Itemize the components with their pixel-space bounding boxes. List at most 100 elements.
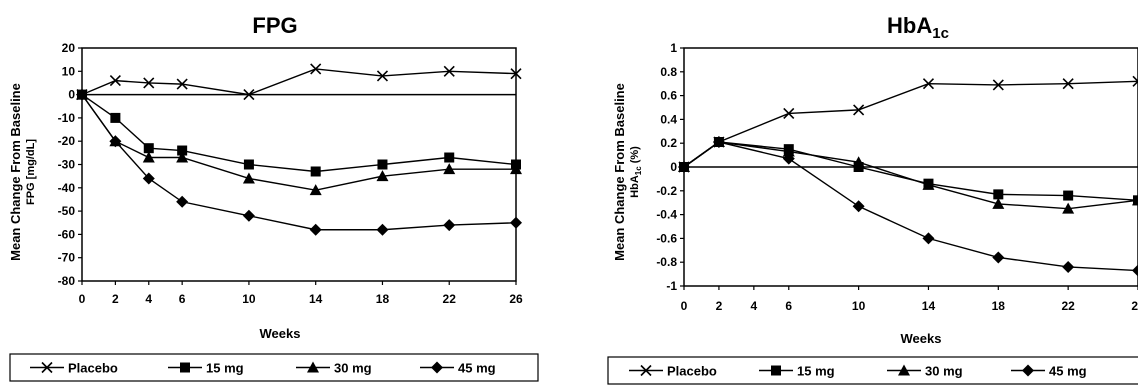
data-point (176, 78, 188, 90)
data-point (143, 143, 154, 154)
y-tick-label: -50 (58, 204, 76, 218)
data-point (510, 68, 522, 80)
data-point (922, 78, 935, 90)
y-tick-label: 1 (670, 41, 677, 55)
legend-marker (640, 364, 652, 377)
y-tick-label: -1 (666, 279, 677, 293)
y-tick-label: -0.8 (656, 255, 677, 269)
y-tick-label: 0 (670, 160, 677, 174)
x-tick-label: 22 (443, 292, 457, 306)
legend-marker (898, 364, 910, 376)
y-tick-label: -0.4 (656, 208, 677, 222)
data-point (678, 161, 690, 173)
data-point (1062, 202, 1075, 214)
legend-label: Placebo (667, 364, 717, 379)
data-point (1062, 260, 1075, 273)
series-15-mg (679, 137, 1138, 206)
legend-label: 30 mg (925, 364, 963, 379)
data-point (443, 65, 455, 77)
legend: Placebo 15 mg 30 mg 45 mg (9, 353, 539, 382)
data-point (783, 107, 795, 120)
data-point (243, 159, 254, 170)
hba1c-chart: HbA1c Weeks Mean Change From Baseline Hb… (607, 13, 1138, 385)
x-tick-label: 26 (1131, 299, 1138, 313)
y-tick-label: -10 (58, 111, 76, 125)
data-point (242, 209, 255, 222)
series-placebo (678, 75, 1138, 173)
y-tick-label: -60 (58, 227, 76, 241)
y-axis-label: Mean Change From Baseline (8, 83, 23, 261)
data-point (1063, 190, 1074, 201)
data-point (443, 219, 456, 232)
x-tick-label: 14 (922, 299, 936, 313)
data-point (109, 135, 122, 148)
data-point (110, 112, 121, 123)
data-point (922, 178, 935, 190)
series-line (683, 141, 1138, 272)
y-tick-label: -30 (58, 158, 76, 172)
data-point (510, 163, 522, 175)
legend-marker (41, 361, 53, 374)
data-point (376, 170, 389, 182)
legend-label: 30 mg (334, 361, 372, 376)
series-30-mg (76, 88, 522, 196)
legend-label: Placebo (68, 361, 118, 376)
x-tick-label: 4 (145, 292, 152, 306)
data-point (444, 152, 455, 163)
y-tick-label: 10 (62, 64, 76, 78)
y-tick-label: -70 (58, 251, 76, 265)
fpg-chart: FPG Weeks Mean Change From Baseline FPG … (8, 13, 539, 382)
data-point (76, 88, 88, 101)
ylabel-subscript: 1c (634, 166, 643, 175)
data-point (1132, 194, 1138, 206)
y-axis-sublabel: HbA1c (%) (629, 146, 643, 198)
y-tick-label: 0 (68, 88, 75, 102)
data-point (1062, 78, 1074, 90)
x-tick-label: 26 (509, 292, 523, 306)
data-point (922, 232, 935, 245)
x-tick-label: 18 (992, 299, 1006, 313)
data-point (176, 151, 189, 163)
data-point (443, 163, 456, 175)
x-tick-label: 14 (309, 292, 323, 306)
title-main: HbA (887, 13, 932, 38)
series-45-mg (678, 136, 1138, 277)
data-point (852, 156, 865, 168)
data-point (143, 77, 155, 89)
y-tick-label: 0.4 (660, 112, 677, 126)
title-subscript: 1c (932, 25, 949, 42)
x-tick-label: 22 (1061, 299, 1075, 313)
data-point (992, 197, 1005, 209)
legend-marker (1022, 364, 1034, 377)
x-tick-label: 10 (242, 292, 256, 306)
legend-label: 15 mg (206, 361, 244, 376)
ylabel-main: HbA (629, 175, 641, 198)
y-tick-label: 0.6 (660, 89, 677, 103)
y-axis-sublabel: FPG [mg/dL] (25, 139, 37, 205)
legend-label: 45 mg (458, 361, 496, 376)
x-tick-label: 6 (785, 299, 792, 313)
x-tick-label: 18 (376, 292, 390, 306)
data-point (782, 145, 795, 157)
y-tick-label: 0.8 (660, 65, 677, 79)
data-point (242, 172, 255, 184)
legend-label: 45 mg (1049, 364, 1087, 379)
data-point (1132, 264, 1138, 277)
series-30-mg (678, 136, 1138, 214)
data-point (243, 89, 255, 101)
y-axis-label: Mean Change From Baseline (612, 83, 627, 261)
legend-label: 15 mg (797, 364, 835, 379)
data-point (992, 251, 1005, 264)
series-line (683, 141, 1138, 210)
data-point (309, 184, 322, 196)
chart-title: HbA1c (887, 13, 949, 42)
data-point (1132, 75, 1138, 87)
y-tick-label: -0.2 (656, 184, 677, 198)
data-point (310, 166, 321, 177)
x-axis-label: Weeks (901, 331, 942, 346)
y-tick-label: 0.2 (660, 136, 677, 150)
x-tick-label: 6 (179, 292, 186, 306)
legend: Placebo 15 mg 30 mg 45 mg (607, 356, 1138, 385)
series-15-mg (77, 89, 521, 177)
